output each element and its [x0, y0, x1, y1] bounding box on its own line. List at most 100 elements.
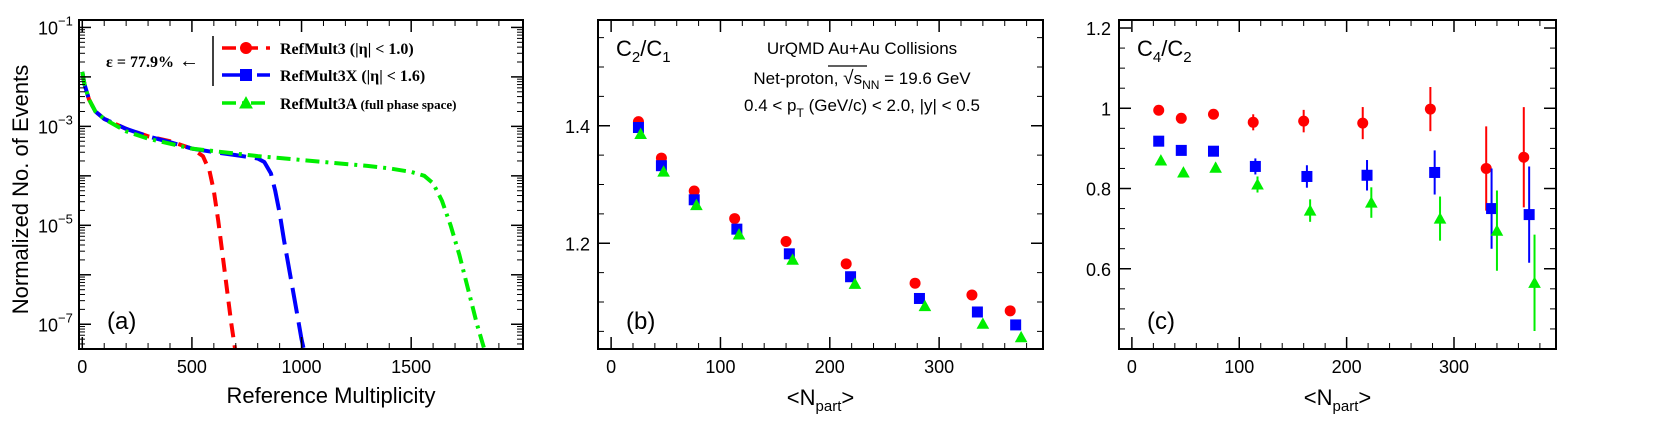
y-tick-label: 1	[1101, 99, 1111, 119]
data-point-triangle	[1433, 212, 1447, 224]
data-point-triangle	[1251, 178, 1264, 190]
kin-post: (GeV/c) < 2.0, |y| < 0.5	[804, 96, 980, 115]
y-tick-base: 10	[38, 117, 58, 137]
legend-suffix: (|η| < 1.6)	[361, 68, 425, 85]
series-refmult3a	[1154, 154, 1541, 331]
data-point-square	[1175, 144, 1187, 156]
collision-label: UrQMD Au+Au Collisions	[767, 39, 957, 58]
x-tick-label: 0	[77, 357, 87, 377]
data-point-square	[913, 292, 925, 304]
legend-suffix: (|η| < 1.0)	[350, 41, 414, 58]
data-point-square	[971, 306, 983, 318]
panel-b: 0 100 200 300 1.2 1.4 <Npart> C2/C1 (b) UrQMD Au+…	[565, 19, 1044, 415]
data-point-circle	[840, 258, 852, 270]
panel-c: 0 100 200 300 0.6 0.8 1 1.2 <Npart> C4/C2 (c)	[1086, 19, 1557, 415]
efficiency-arrow: ←	[174, 50, 199, 72]
data-point-circle	[1424, 103, 1436, 115]
data-point-square	[1207, 145, 1219, 157]
legend-name: RefMult3	[280, 41, 350, 58]
x-tick-label: 300	[924, 357, 954, 377]
data-point-triangle	[1209, 161, 1222, 173]
data-point-square	[688, 194, 700, 206]
y-tick-base: 10	[38, 216, 58, 236]
y-ratio-label: C2/C1	[616, 36, 671, 66]
data-point-square	[1010, 319, 1022, 331]
legend-name: RefMult3A	[280, 96, 360, 113]
x-label-sub: part	[1333, 398, 1360, 415]
data-point-square	[731, 223, 743, 235]
x-axis-label: <Npart>	[787, 385, 854, 415]
data-point-circle	[1480, 162, 1492, 174]
data-point-square	[1429, 166, 1441, 178]
data-point-square	[1486, 203, 1498, 215]
y-tick-label: 1.2	[1086, 19, 1111, 39]
data-point-triangle	[1528, 276, 1541, 288]
panel-label: (b)	[626, 308, 655, 335]
energy-sqrt: s	[854, 69, 863, 88]
y-tick-label: 1.4	[565, 117, 590, 137]
data-point-triangle	[848, 277, 862, 289]
y-tick-label: 10−1	[38, 13, 73, 38]
energy-label: Net-proton, √sNN = 19.6 GeV	[753, 68, 971, 92]
x-tick-label: 1000	[282, 357, 322, 377]
legend-marker-circle	[240, 42, 252, 54]
data-point-triangle	[1014, 330, 1028, 343]
data-point-circle	[729, 213, 741, 225]
data-point-square	[1361, 169, 1373, 181]
x-label-main: <N	[787, 385, 816, 410]
data-point-square	[1301, 170, 1313, 182]
ratio-sub1: 2	[632, 49, 640, 66]
series-line-refmult3	[80, 71, 238, 349]
data-point-triangle	[918, 299, 932, 312]
ratio-sub1: 4	[1153, 49, 1161, 66]
y-tick-exponent: −5	[58, 211, 73, 226]
series-refmult3	[1153, 87, 1530, 211]
data-point-triangle	[657, 165, 670, 177]
data-point-circle	[1518, 151, 1530, 163]
panel-label: (c)	[1147, 308, 1175, 335]
ratio-sub2: 1	[662, 49, 670, 66]
y-tick-label: 0.8	[1086, 180, 1111, 200]
data-point-square	[632, 122, 644, 134]
data-point-circle	[1153, 104, 1165, 116]
ratio-sub2: 2	[1183, 49, 1191, 66]
series-refmult3x	[1153, 135, 1535, 263]
x-tick-label: 100	[705, 357, 735, 377]
data-point-circle	[966, 289, 978, 301]
data-point-triangle	[1154, 154, 1168, 166]
legend-entry-refmult3: RefMult3 (|η| < 1.0)	[280, 41, 414, 58]
x-tick-label: 200	[1332, 357, 1362, 377]
x-tick-label: 0	[1127, 357, 1137, 377]
data-point-circle	[1207, 108, 1219, 120]
x-tick-label: 1500	[391, 357, 431, 377]
y-tick-base: 10	[38, 18, 58, 38]
x-label-sub: part	[816, 398, 843, 415]
series-refmult3x	[632, 122, 1022, 331]
data-point-circle	[909, 277, 921, 289]
data-point-square	[1249, 160, 1261, 172]
legend-suffix: (full phase space)	[360, 97, 456, 112]
kin-sub: T	[797, 106, 805, 120]
legend-entry-refmult3x: RefMult3X (|η| < 1.6)	[280, 68, 425, 85]
data-point-triangle	[732, 228, 746, 240]
series-line-refmult3x	[80, 71, 306, 349]
data-point-triangle	[976, 317, 990, 329]
x-tick-label: 100	[1224, 357, 1254, 377]
x-tick-label: 0	[606, 357, 616, 377]
data-point-triangle	[1177, 166, 1190, 178]
x-axis-label: <Npart>	[1304, 385, 1371, 415]
data-point-triangle	[1303, 204, 1317, 216]
data-point-square	[1153, 135, 1165, 147]
kin-pre: 0.4 < p	[744, 96, 796, 115]
ratio-mid: /C	[640, 36, 662, 61]
y-ratio-label: C4/C2	[1137, 36, 1192, 66]
data-point-triangle	[634, 127, 647, 140]
x-tick-label: 500	[177, 357, 207, 377]
data-point-square	[783, 248, 795, 260]
series-refmult3	[632, 116, 1016, 317]
legend-entry-refmult3a: RefMult3A (full phase space)	[280, 96, 457, 113]
x-tick-label: 300	[1439, 357, 1469, 377]
legend-name: RefMult3X	[280, 68, 361, 85]
